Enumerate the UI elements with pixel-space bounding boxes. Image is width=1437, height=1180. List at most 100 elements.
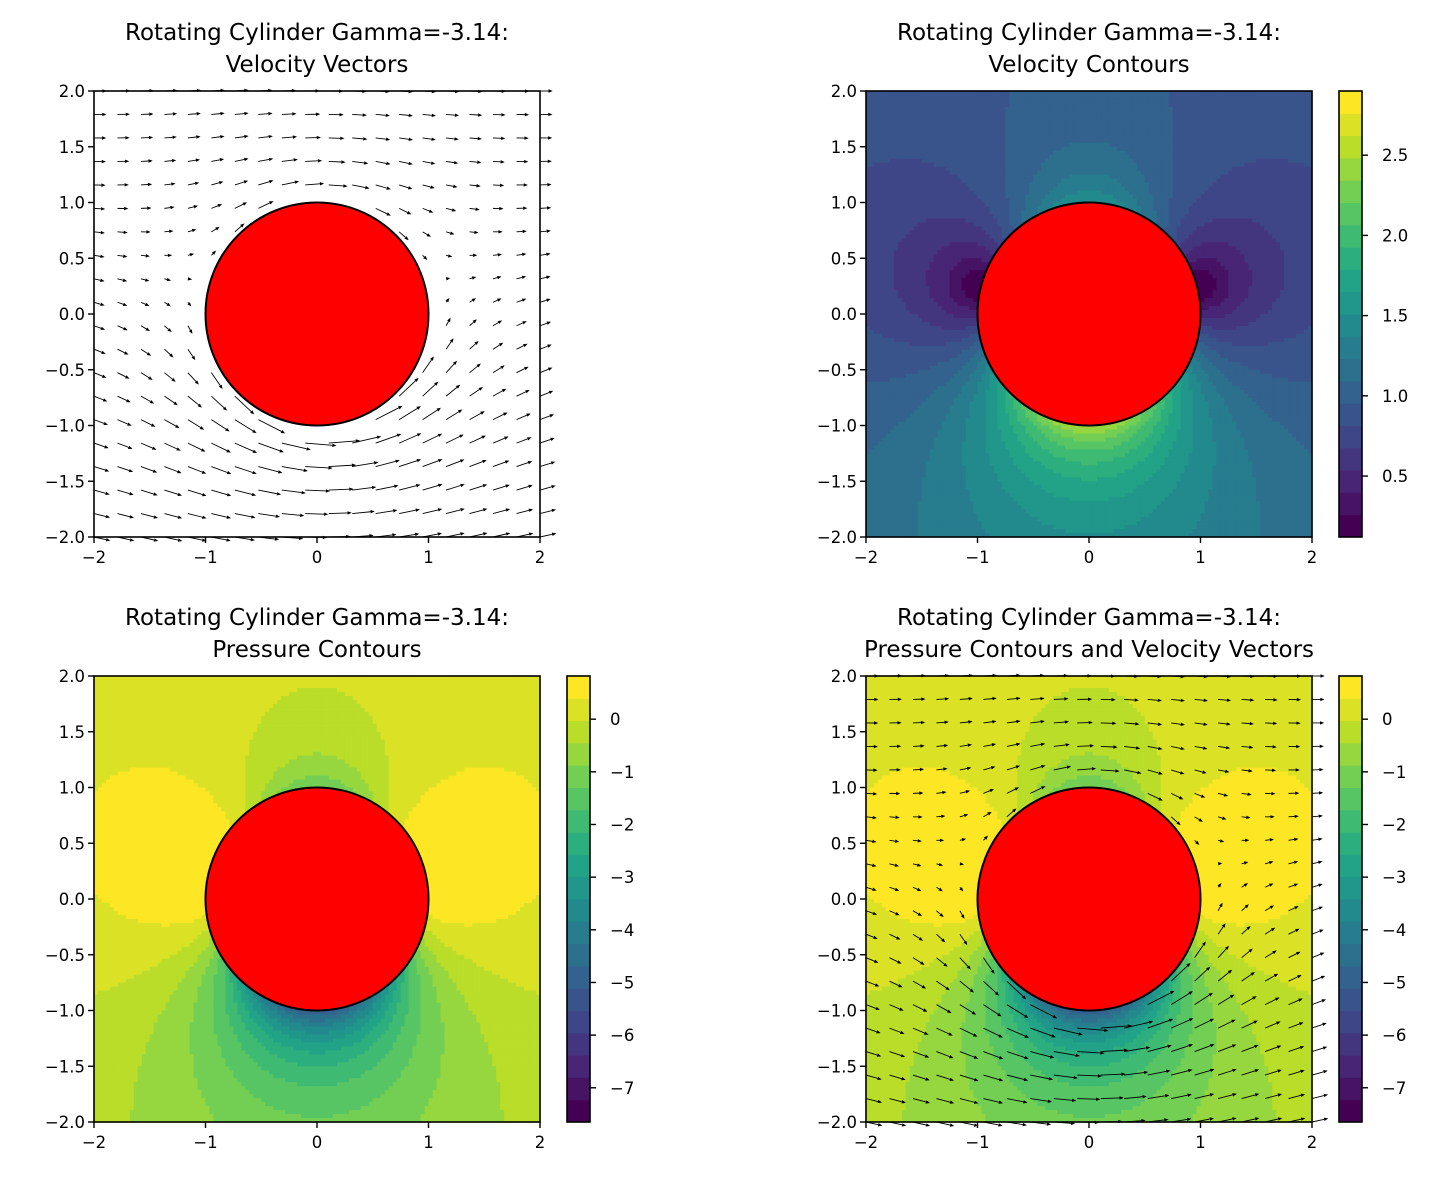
contour-cell — [922, 429, 927, 434]
contour-cell — [1013, 426, 1018, 431]
contour-cell — [974, 123, 979, 128]
contour-cell — [1041, 485, 1046, 490]
contour-cell — [910, 330, 915, 335]
contour-cell — [930, 414, 935, 419]
velocity-arrow — [117, 349, 128, 354]
contour-cell — [906, 282, 911, 287]
contour-cell — [1025, 210, 1030, 215]
contour-cell — [870, 374, 875, 379]
contour-cell — [906, 414, 911, 419]
contour-cell — [1025, 418, 1030, 423]
contour-cell — [946, 374, 951, 379]
contour-cell — [926, 234, 931, 239]
contour-cell — [938, 390, 943, 395]
contour-cell — [974, 119, 979, 124]
contour-cell — [993, 386, 998, 391]
velocity-arrow — [164, 159, 176, 162]
contour-cell — [962, 342, 967, 347]
contour-cell — [942, 485, 947, 490]
contour-cell — [898, 282, 903, 287]
contour-cell — [926, 481, 931, 486]
contour-cell — [954, 111, 959, 116]
contour-cell — [950, 366, 955, 371]
contour-cell — [1021, 151, 1026, 156]
contour-cell — [950, 461, 955, 466]
contour-cell — [878, 278, 883, 283]
contour-cell — [910, 505, 915, 510]
contour-cell — [870, 370, 875, 375]
contour-cell — [958, 473, 963, 478]
contour-cell — [954, 433, 959, 438]
contour-cell — [966, 278, 971, 283]
contour-cell — [878, 386, 883, 391]
contour-cell — [958, 250, 963, 255]
velocity-arrow — [141, 349, 151, 356]
contour-cell — [958, 453, 963, 458]
contour-cell — [878, 258, 883, 263]
contour-cell — [1037, 187, 1042, 192]
contour-cell — [1009, 191, 1014, 196]
contour-cell — [1041, 505, 1046, 510]
contour-cell — [946, 406, 951, 411]
contour-cell — [974, 354, 979, 359]
contour-cell — [989, 461, 994, 466]
contour-cell — [918, 206, 923, 211]
contour-cell — [914, 131, 919, 136]
contour-cell — [1025, 465, 1030, 470]
contour-cell — [1005, 394, 1010, 399]
contour-cell — [910, 394, 915, 399]
contour-cell — [942, 119, 947, 124]
contour-cell — [934, 509, 939, 514]
contour-cell — [962, 234, 967, 239]
contour-cell — [898, 485, 903, 490]
contour-cell — [1025, 485, 1030, 490]
contour-cell — [997, 390, 1002, 395]
contour-cell — [962, 230, 967, 235]
contour-cell — [942, 382, 947, 387]
contour-cell — [954, 302, 959, 307]
contour-cell — [954, 354, 959, 359]
contour-cell — [1049, 167, 1054, 172]
contour-cell — [886, 155, 891, 160]
contour-cell — [946, 461, 951, 466]
contour-cell — [886, 529, 891, 534]
contour-cell — [882, 278, 887, 283]
contour-cell — [926, 242, 931, 247]
contour-cell — [934, 449, 939, 454]
contour-cell — [1029, 135, 1034, 140]
contour-cell — [902, 338, 907, 343]
contour-cell — [946, 330, 951, 335]
contour-cell — [874, 226, 879, 231]
contour-cell — [1009, 513, 1014, 518]
contour-cell — [981, 99, 986, 104]
contour-cell — [958, 171, 963, 176]
contour-cell — [934, 119, 939, 124]
contour-cell — [878, 242, 883, 247]
contour-cell — [974, 422, 979, 427]
contour-cell — [942, 254, 947, 259]
contour-cell — [926, 167, 931, 172]
contour-cell — [1049, 139, 1054, 144]
contour-cell — [981, 107, 986, 112]
contour-cell — [894, 426, 899, 431]
contour-cell — [910, 95, 915, 100]
contour-cell — [890, 473, 895, 478]
contour-cell — [894, 179, 899, 184]
contour-cell — [938, 203, 943, 208]
contour-cell — [981, 505, 986, 510]
contour-cell — [946, 366, 951, 371]
contour-cell — [989, 529, 994, 534]
contour-cell — [882, 250, 887, 255]
contour-cell — [914, 226, 919, 231]
contour-cell — [981, 493, 986, 498]
contour-cell — [914, 266, 919, 271]
contour-cell — [966, 210, 971, 215]
contour-cell — [1009, 159, 1014, 164]
contour-cell — [966, 318, 971, 323]
contour-cell — [910, 322, 915, 327]
contour-cell — [1005, 151, 1010, 156]
velocity-arrow — [164, 514, 182, 519]
contour-cell — [974, 398, 979, 403]
contour-cell — [1029, 111, 1034, 116]
contour-cell — [950, 342, 955, 347]
